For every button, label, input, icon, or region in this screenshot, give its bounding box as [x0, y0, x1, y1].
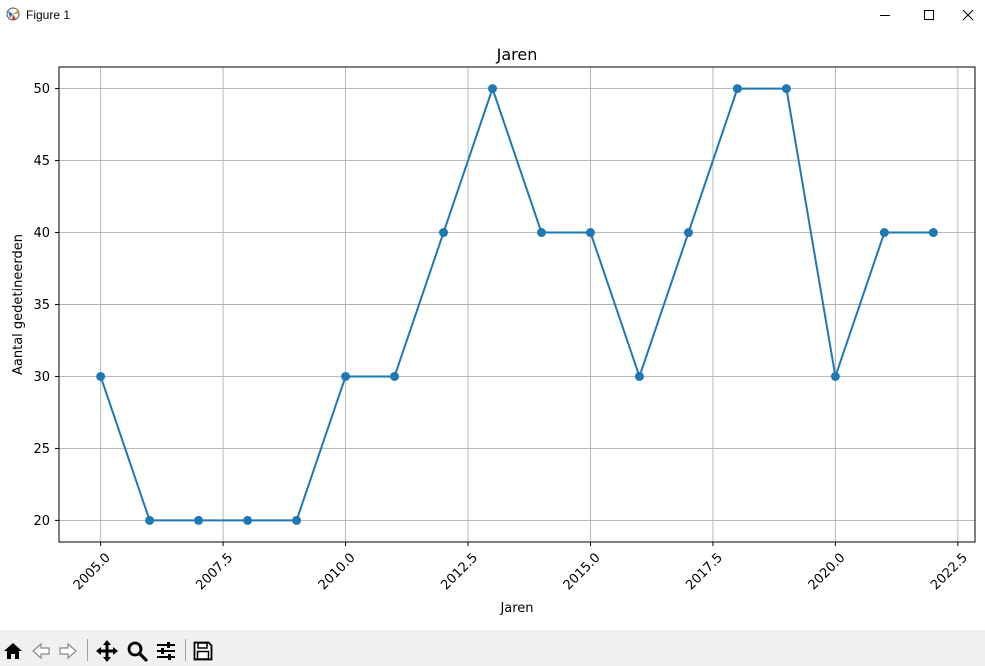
- save-icon: [193, 641, 213, 661]
- home-icon: [4, 643, 22, 659]
- maximize-icon: [924, 10, 934, 20]
- y-tick-label: 50: [33, 82, 50, 97]
- x-tick-label: 2015.0: [561, 550, 604, 593]
- data-point: [292, 515, 302, 525]
- figure-canvas[interactable]: 2005.0 2007.5 2010.0 2012.5 2015.0 2017.5 2020…: [0, 30, 985, 630]
- zoom-icon: [127, 641, 148, 662]
- data-point: [928, 228, 938, 238]
- data-point: [145, 515, 155, 525]
- forward-arrow-icon: [59, 642, 77, 660]
- configure-subplots-icon: [157, 642, 175, 660]
- series-line: [99, 87, 934, 522]
- back-arrow-icon: [32, 642, 50, 660]
- minimize-button[interactable]: [862, 0, 908, 30]
- data-point: [194, 515, 204, 525]
- y-tick-label: 40: [33, 226, 50, 241]
- y-tick-label: 45: [33, 154, 50, 169]
- maximize-button[interactable]: [906, 0, 952, 30]
- zoom-button[interactable]: [124, 638, 150, 664]
- back-button[interactable]: [28, 638, 54, 664]
- save-button[interactable]: [190, 638, 216, 664]
- x-tick-label: 2017.5: [683, 550, 726, 593]
- x-tick-label: 2012.5: [438, 550, 481, 593]
- data-point: [732, 84, 742, 94]
- configure-subplots-button[interactable]: [153, 638, 179, 664]
- pan-button[interactable]: [94, 638, 120, 664]
- x-tick-label: 2007.5: [193, 550, 236, 593]
- matplotlib-app-icon: [6, 7, 20, 21]
- forward-button[interactable]: [55, 638, 81, 664]
- close-icon: [962, 9, 973, 21]
- data-point: [683, 228, 693, 238]
- pan-icon: [96, 640, 118, 662]
- home-button[interactable]: [0, 638, 26, 664]
- data-point: [96, 371, 106, 381]
- y-tick-label: 20: [33, 514, 50, 529]
- y-axis-ticks: 20 25 30 35 40 45 50: [33, 82, 59, 529]
- navigation-toolbar: [0, 630, 985, 666]
- close-button[interactable]: [950, 0, 985, 30]
- x-tick-label: 2022.5: [928, 550, 971, 593]
- data-point: [390, 371, 400, 381]
- data-point: [781, 84, 791, 94]
- y-tick-label: 35: [33, 298, 50, 313]
- data-point: [536, 228, 546, 238]
- toolbar-separator: [185, 639, 186, 661]
- data-point: [488, 84, 498, 94]
- x-axis-label: Jaren: [499, 601, 533, 616]
- window-titlebar: Figure 1: [0, 0, 985, 30]
- data-point: [585, 228, 595, 238]
- data-point: [634, 371, 644, 381]
- y-axis-label: Aantal gedetineerden: [11, 234, 26, 375]
- data-point: [439, 228, 449, 238]
- series-markers: [96, 84, 938, 525]
- grid-lines: [59, 67, 975, 542]
- line-chart: 2005.0 2007.5 2010.0 2012.5 2015.0 2017.5 2020…: [11, 45, 976, 616]
- data-point: [341, 371, 351, 381]
- series-line-path: [99, 87, 934, 522]
- y-tick-label: 25: [33, 442, 50, 457]
- x-tick-label: 2005.0: [71, 550, 114, 593]
- toolbar-separator: [87, 639, 88, 661]
- window-title: Figure 1: [26, 8, 71, 22]
- data-point: [830, 371, 840, 381]
- data-point: [879, 228, 889, 238]
- x-tick-label: 2020.0: [806, 550, 849, 593]
- y-tick-label: 30: [33, 370, 50, 385]
- minimize-icon: [880, 15, 890, 16]
- x-axis-ticks: 2005.0 2007.5 2010.0 2012.5 2015.0 2017.5 2020…: [71, 542, 971, 593]
- chart-title: Jaren: [496, 45, 538, 64]
- x-tick-label: 2010.0: [316, 550, 359, 593]
- data-point: [243, 515, 253, 525]
